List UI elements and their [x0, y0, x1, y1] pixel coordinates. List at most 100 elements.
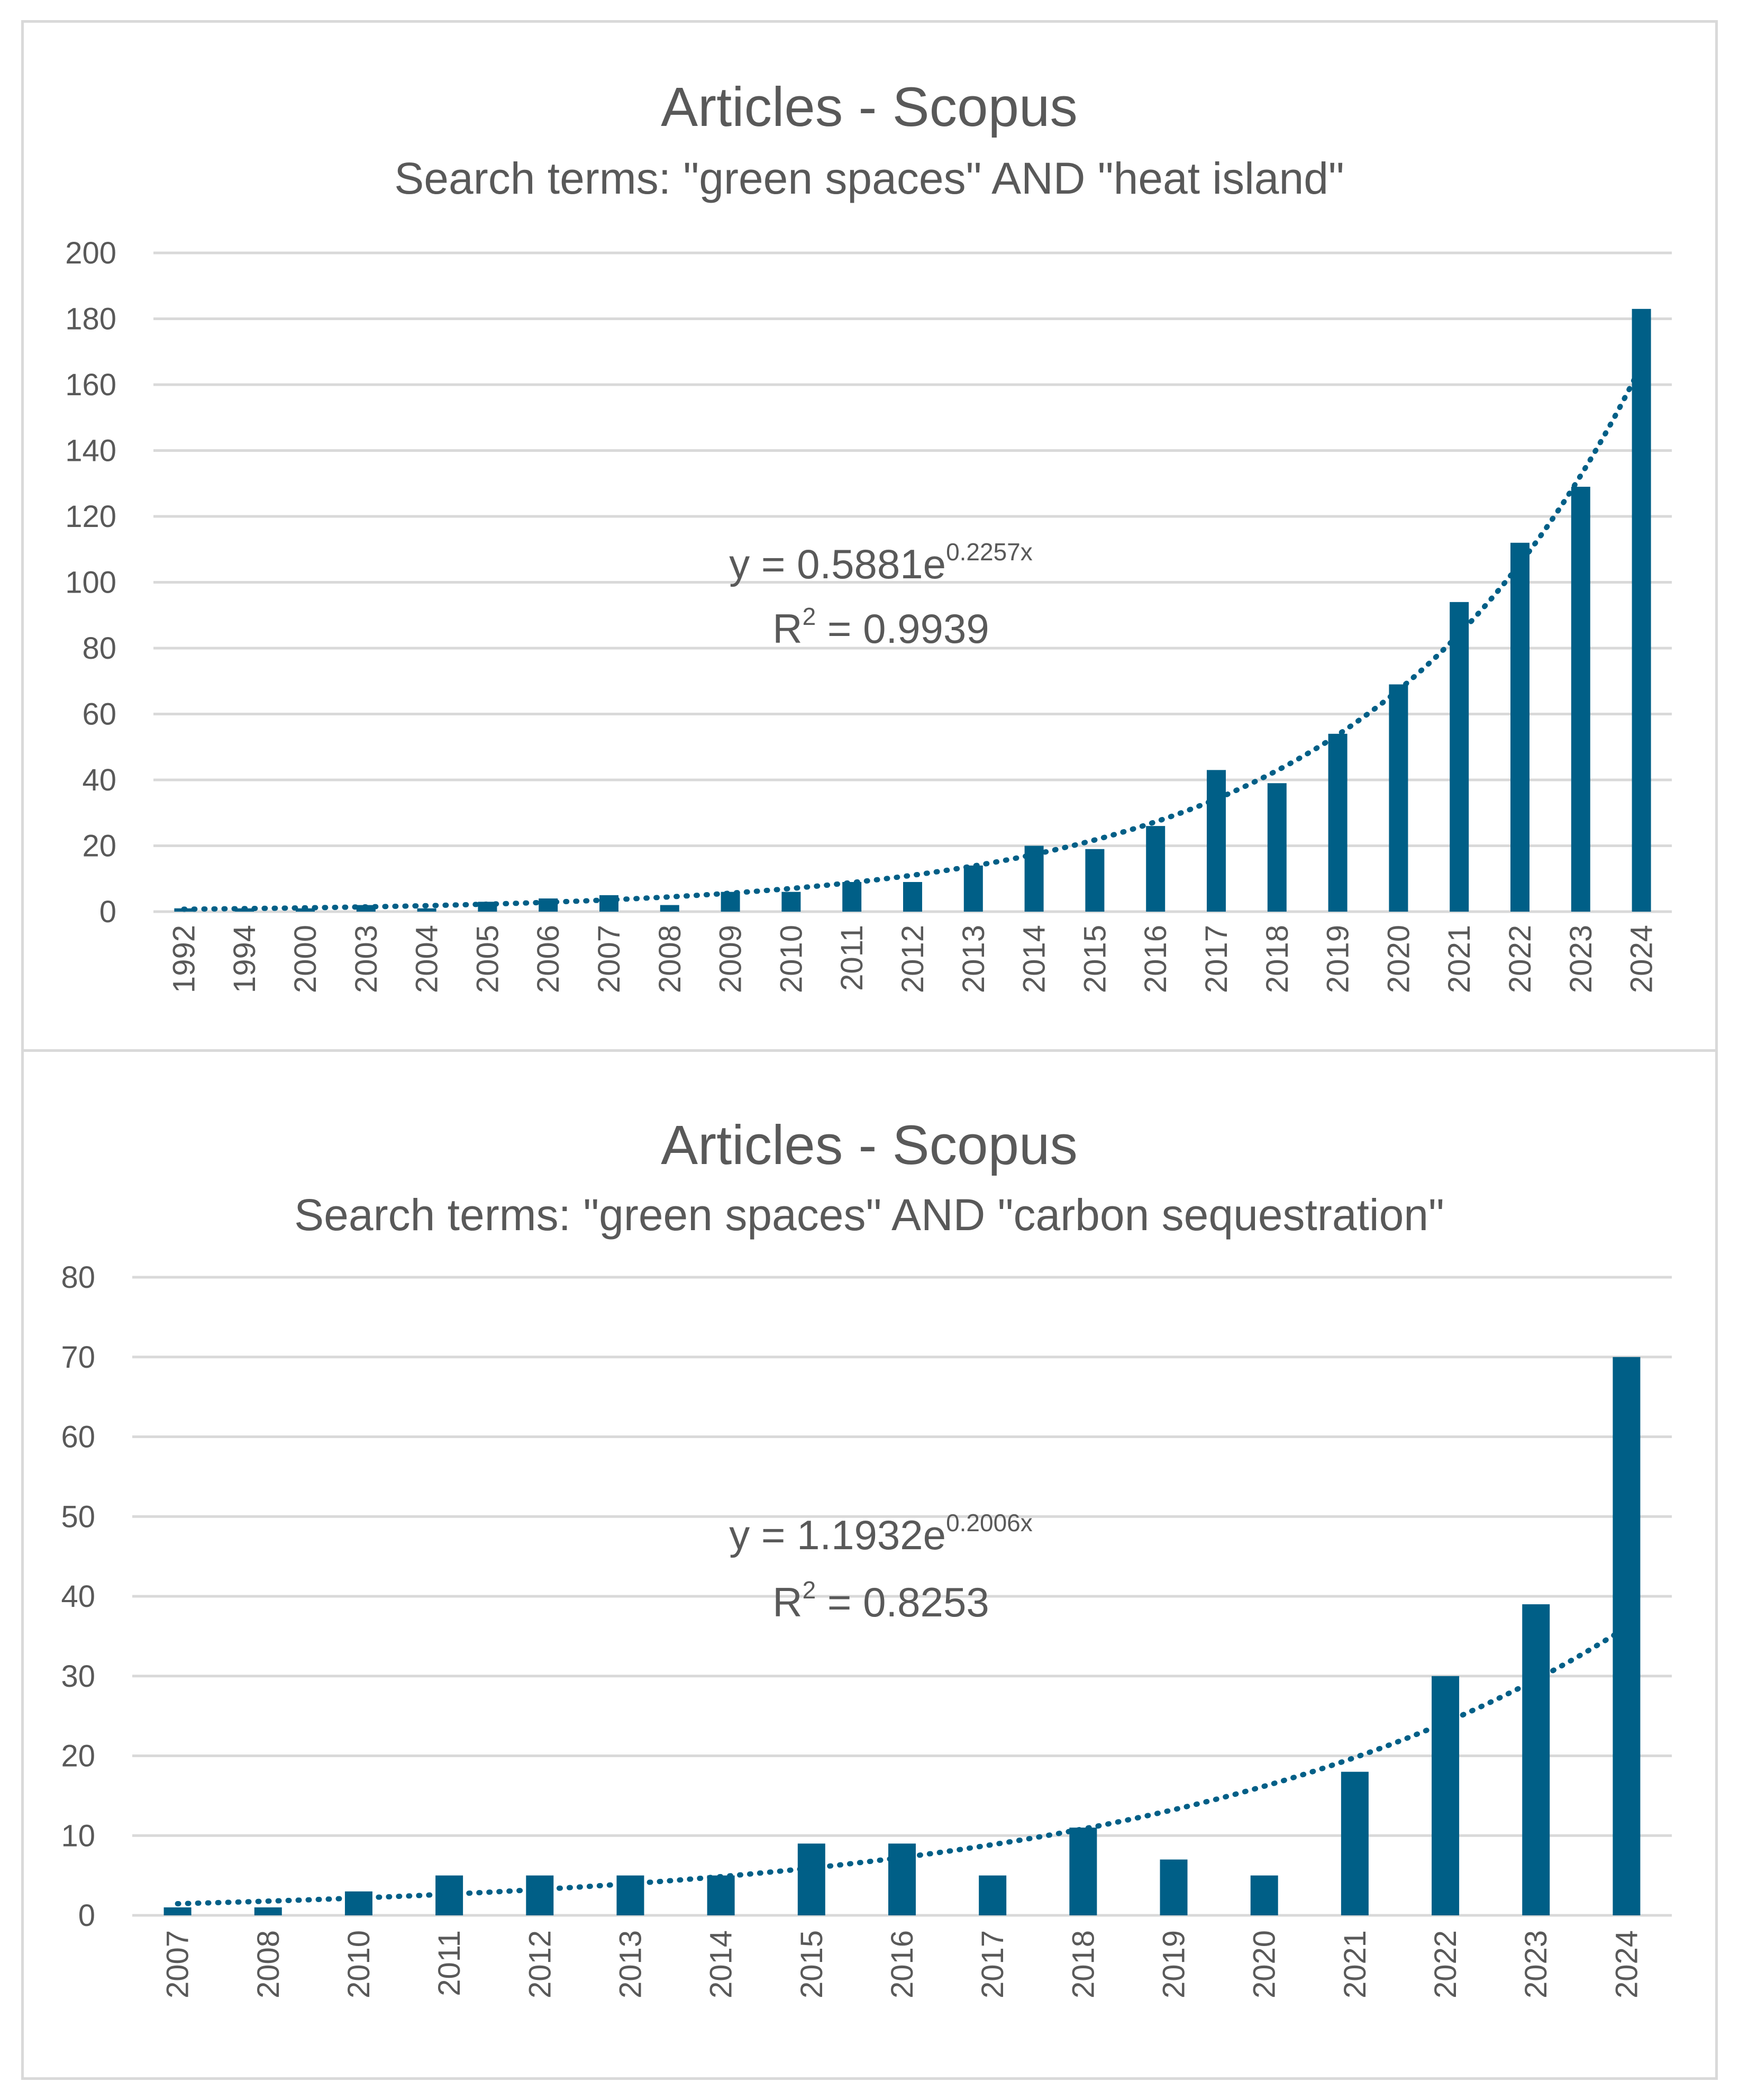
bar-2017 [1207, 770, 1226, 912]
bar-2018 [1267, 783, 1287, 912]
x-tick-label: 2021 [1442, 925, 1477, 993]
x-tick-label: 2019 [1157, 1930, 1191, 1998]
x-tick-label: 2016 [885, 1930, 919, 1998]
trendline-r-squared: R2 = 0.8253 [772, 1576, 989, 1625]
bar-2015 [1085, 849, 1105, 912]
bar-2017 [979, 1875, 1007, 1915]
x-tick-label: 2012 [896, 925, 930, 993]
bar-2007 [163, 1907, 192, 1915]
bar-2015 [797, 1843, 825, 1915]
x-tick-label: 1992 [167, 925, 201, 993]
bar-2012 [526, 1875, 554, 1915]
x-tick-label: 2003 [349, 925, 384, 993]
y-tick-label: 70 [61, 1340, 95, 1375]
trendline-r-squared: R2 = 0.9939 [772, 603, 989, 652]
chart-carbon-sequestration: Articles - Scopus Search terms: "green s… [61, 1114, 1672, 1998]
x-tick-label: 2000 [288, 925, 323, 993]
y-tick-label: 60 [82, 697, 116, 732]
bar-2013 [963, 865, 983, 912]
x-tick-label: 2010 [342, 1930, 376, 1998]
bar-2010 [781, 892, 801, 912]
x-tick-label: 2010 [774, 925, 808, 993]
x-tick-label: 2022 [1503, 925, 1537, 993]
bar-2023 [1571, 486, 1590, 912]
y-tick-label: 40 [82, 763, 116, 797]
x-tick-label: 2022 [1428, 1930, 1463, 1998]
x-tick-label: 2024 [1609, 1930, 1644, 1998]
chart-subtitle: Search terms: "green spaces" AND "carbon… [294, 1190, 1444, 1240]
y-tick-label: 100 [65, 566, 116, 600]
x-tick-label: 2011 [432, 1930, 467, 1996]
x-tick-label: 2012 [523, 1930, 557, 1998]
x-tick-label: 2021 [1338, 1930, 1372, 1998]
chart-heat-island: Articles - Scopus Search terms: "green s… [65, 76, 1672, 993]
bar-2021 [1341, 1771, 1369, 1915]
y-tick-label: 40 [61, 1579, 95, 1614]
x-tick-label: 2013 [613, 1930, 648, 1998]
bar-2014 [707, 1875, 735, 1915]
y-tick-label: 80 [61, 1260, 95, 1295]
chart-panel-carbon-sequestration: Articles - Scopus Search terms: "green s… [21, 1049, 1718, 2080]
bar-2011 [842, 881, 862, 912]
x-tick-label: 2019 [1321, 925, 1355, 993]
trendline-equation: y = 0.5881e0.2257x [729, 538, 1033, 587]
x-tick-label: 2008 [653, 925, 687, 993]
y-tick-label: 120 [65, 499, 116, 534]
y-tick-label: 160 [65, 368, 116, 402]
x-tick-label: 2004 [410, 925, 444, 993]
x-tick-label: 2006 [531, 925, 566, 993]
bar-2008 [254, 1907, 282, 1915]
bar-2012 [903, 881, 922, 912]
bar-2020 [1389, 684, 1408, 912]
chart-title: Articles - Scopus [661, 1114, 1078, 1176]
y-tick-label: 200 [65, 236, 116, 270]
bar-2024 [1613, 1357, 1641, 1915]
y-tick-label: 0 [99, 895, 116, 929]
x-tick-label: 2017 [976, 1930, 1010, 1998]
y-tick-label: 10 [61, 1819, 95, 1853]
trendline [175, 1624, 1629, 1906]
x-tick-label: 2008 [251, 1930, 286, 1998]
x-tick-label: 2024 [1625, 925, 1659, 993]
x-tick-label: 2007 [161, 1930, 195, 1998]
chart-title: Articles - Scopus [661, 76, 1078, 138]
x-tick-label: 2017 [1199, 925, 1234, 993]
x-tick-label: 2015 [1078, 925, 1112, 993]
x-tick-label: 1994 [227, 925, 262, 993]
trendline-equation: y = 1.1932e0.2006x [729, 1509, 1033, 1558]
bar-2018 [1069, 1828, 1097, 1915]
x-tick-label: 2020 [1381, 925, 1416, 993]
x-tick-label: 2014 [704, 1930, 739, 1998]
y-tick-label: 60 [61, 1420, 95, 1454]
x-tick-label: 2023 [1564, 925, 1598, 993]
bar-2022 [1432, 1676, 1460, 1915]
x-tick-label: 2011 [835, 925, 869, 991]
chart-subtitle: Search terms: "green spaces" AND "heat i… [394, 153, 1344, 203]
trendline [181, 362, 1644, 912]
bar-2019 [1160, 1859, 1188, 1915]
bar-2004 [417, 908, 436, 912]
y-tick-label: 20 [61, 1739, 95, 1774]
chart-panel-heat-island: Articles - Scopus Search terms: "green s… [21, 20, 1718, 1052]
y-tick-label: 30 [61, 1659, 95, 1694]
x-tick-label: 2015 [795, 1930, 829, 1998]
bar-2008 [660, 905, 679, 912]
bar-2019 [1328, 733, 1348, 912]
x-tick-label: 2020 [1248, 1930, 1282, 1998]
bar-2023 [1522, 1604, 1550, 1915]
bar-2022 [1510, 542, 1529, 912]
y-tick-label: 140 [65, 434, 116, 468]
x-tick-label: 2018 [1260, 925, 1295, 993]
bar-2016 [1146, 826, 1166, 912]
y-tick-label: 180 [65, 302, 116, 337]
bar-2020 [1250, 1875, 1278, 1915]
bar-2024 [1632, 308, 1651, 912]
y-tick-label: 0 [78, 1898, 95, 1933]
x-tick-label: 2013 [957, 925, 991, 993]
y-tick-label: 50 [61, 1499, 95, 1534]
y-tick-label: 80 [82, 631, 116, 666]
y-tick-label: 20 [82, 829, 116, 863]
x-tick-label: 2023 [1519, 1930, 1553, 1998]
x-tick-label: 2007 [592, 925, 626, 993]
x-tick-label: 2005 [470, 925, 505, 993]
